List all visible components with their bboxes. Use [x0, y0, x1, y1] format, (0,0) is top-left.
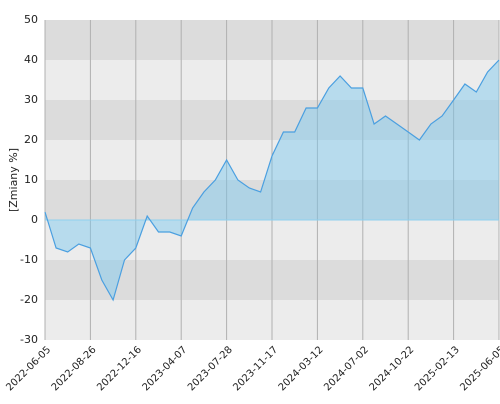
- x-tick-label: 2025-02-13: [413, 344, 462, 393]
- x-tick-label: 2024-03-12: [277, 344, 326, 393]
- area: [45, 60, 499, 300]
- x-tick-label: 2022-06-05: [4, 344, 53, 393]
- x-tick-label: 2024-10-22: [368, 344, 417, 393]
- x-tick-label: 2025-06-05: [458, 344, 500, 393]
- y-tick-label: -20: [20, 293, 38, 306]
- y-tick-label: 0: [31, 213, 38, 226]
- x-tick-label: 2022-12-16: [95, 344, 144, 393]
- y-tick-label: 50: [24, 13, 38, 26]
- y-tick-label: 20: [24, 133, 38, 146]
- y-tick-label: 40: [24, 53, 38, 66]
- y-tick-label: 30: [24, 93, 38, 106]
- line: [44, 59, 500, 302]
- x-tick-label: 2023-07-28: [186, 344, 235, 393]
- x-tick-label: 2023-11-17: [231, 344, 280, 393]
- y-tick-label: 10: [24, 173, 38, 186]
- y-tick-label: -10: [20, 253, 38, 266]
- x-tick-label: 2023-04-07: [141, 344, 190, 393]
- y-axis-label: [Zmiany %]: [7, 148, 20, 212]
- y-tick-label: -30: [20, 333, 38, 346]
- x-tick-label: 2024-07-02: [322, 344, 371, 393]
- x-tick-label: 2022-08-26: [50, 344, 99, 393]
